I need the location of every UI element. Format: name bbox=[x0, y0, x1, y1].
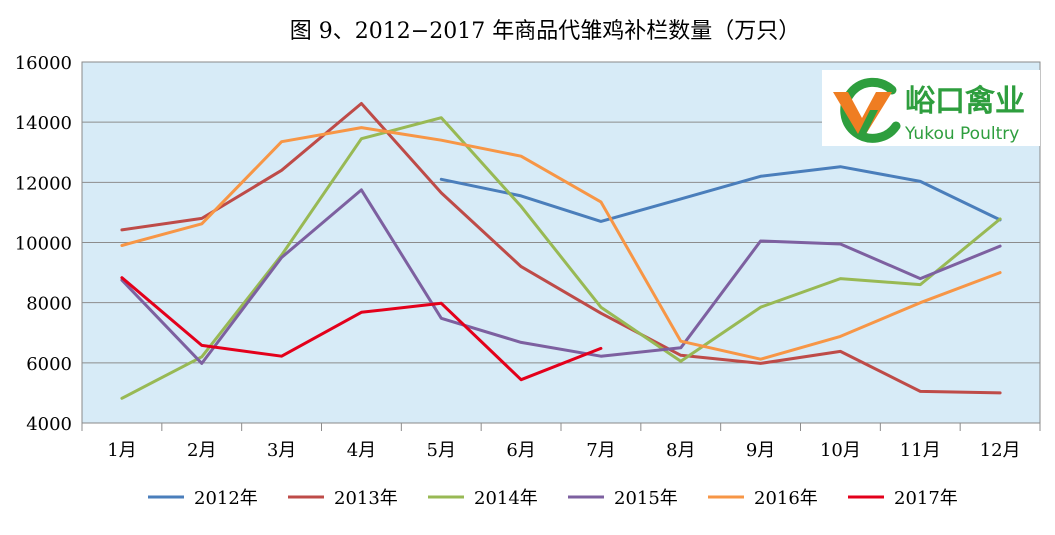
x-tick-label: 2月 bbox=[187, 440, 216, 461]
x-tick-label: 8月 bbox=[666, 440, 695, 461]
series-line-2015年 bbox=[120, 188, 1002, 365]
logo-chinese-name: 峪口禽业 bbox=[905, 84, 1025, 119]
legend-label: 2012年 bbox=[194, 488, 258, 509]
x-tick-label: 7月 bbox=[586, 440, 615, 461]
legend-label: 2014年 bbox=[474, 488, 538, 509]
y-axis-ticks: 16000 14000 12000 10000 8000 6000 4000 bbox=[15, 53, 72, 435]
y-tick-label: 12000 bbox=[15, 173, 72, 194]
series-lines bbox=[120, 102, 1002, 400]
yukou-logo: 峪口禽业 Yukou Poultry bbox=[822, 70, 1040, 146]
logo-english-name: Yukou Poultry bbox=[904, 124, 1019, 144]
legend-label: 2015年 bbox=[614, 488, 678, 509]
legend-label: 2016年 bbox=[754, 488, 818, 509]
x-tick-label: 3月 bbox=[267, 440, 296, 461]
y-tick-label: 8000 bbox=[26, 294, 72, 315]
x-axis-ticks: 1月 2月 3月 4月 5月 6月 7月 8月 9月 10月 11月 12月 bbox=[81, 423, 1041, 461]
series-line-2013年 bbox=[120, 102, 1002, 395]
series-line-2016年 bbox=[120, 126, 1002, 361]
series-line-2014年 bbox=[120, 116, 1002, 400]
chart-title: 图 9、2012−2017 年商品代雏鸡补栏数量（万只） bbox=[290, 19, 800, 44]
x-tick-label: 5月 bbox=[427, 440, 456, 461]
series-line-2012年 bbox=[439, 165, 1002, 223]
y-tick-label: 14000 bbox=[15, 113, 72, 134]
x-tick-label: 12月 bbox=[980, 440, 1021, 461]
y-tick-label: 16000 bbox=[15, 53, 72, 74]
x-tick-label: 4月 bbox=[347, 440, 376, 461]
x-tick-label: 9月 bbox=[746, 440, 775, 461]
x-tick-label: 10月 bbox=[820, 440, 861, 461]
series-line-2017年 bbox=[120, 276, 603, 382]
y-tick-label: 6000 bbox=[26, 354, 72, 375]
x-tick-label: 1月 bbox=[107, 440, 136, 461]
legend-label: 2017年 bbox=[894, 488, 958, 509]
x-tick-label: 11月 bbox=[900, 440, 941, 461]
y-tick-label: 4000 bbox=[26, 414, 72, 435]
legend: 2012年 2013年 2014年 2015年 2016年 2017年 bbox=[148, 488, 958, 509]
logo-mark-icon bbox=[833, 77, 901, 143]
x-tick-label: 6月 bbox=[506, 440, 535, 461]
legend-label: 2013年 bbox=[334, 488, 398, 509]
y-tick-label: 10000 bbox=[15, 234, 72, 255]
